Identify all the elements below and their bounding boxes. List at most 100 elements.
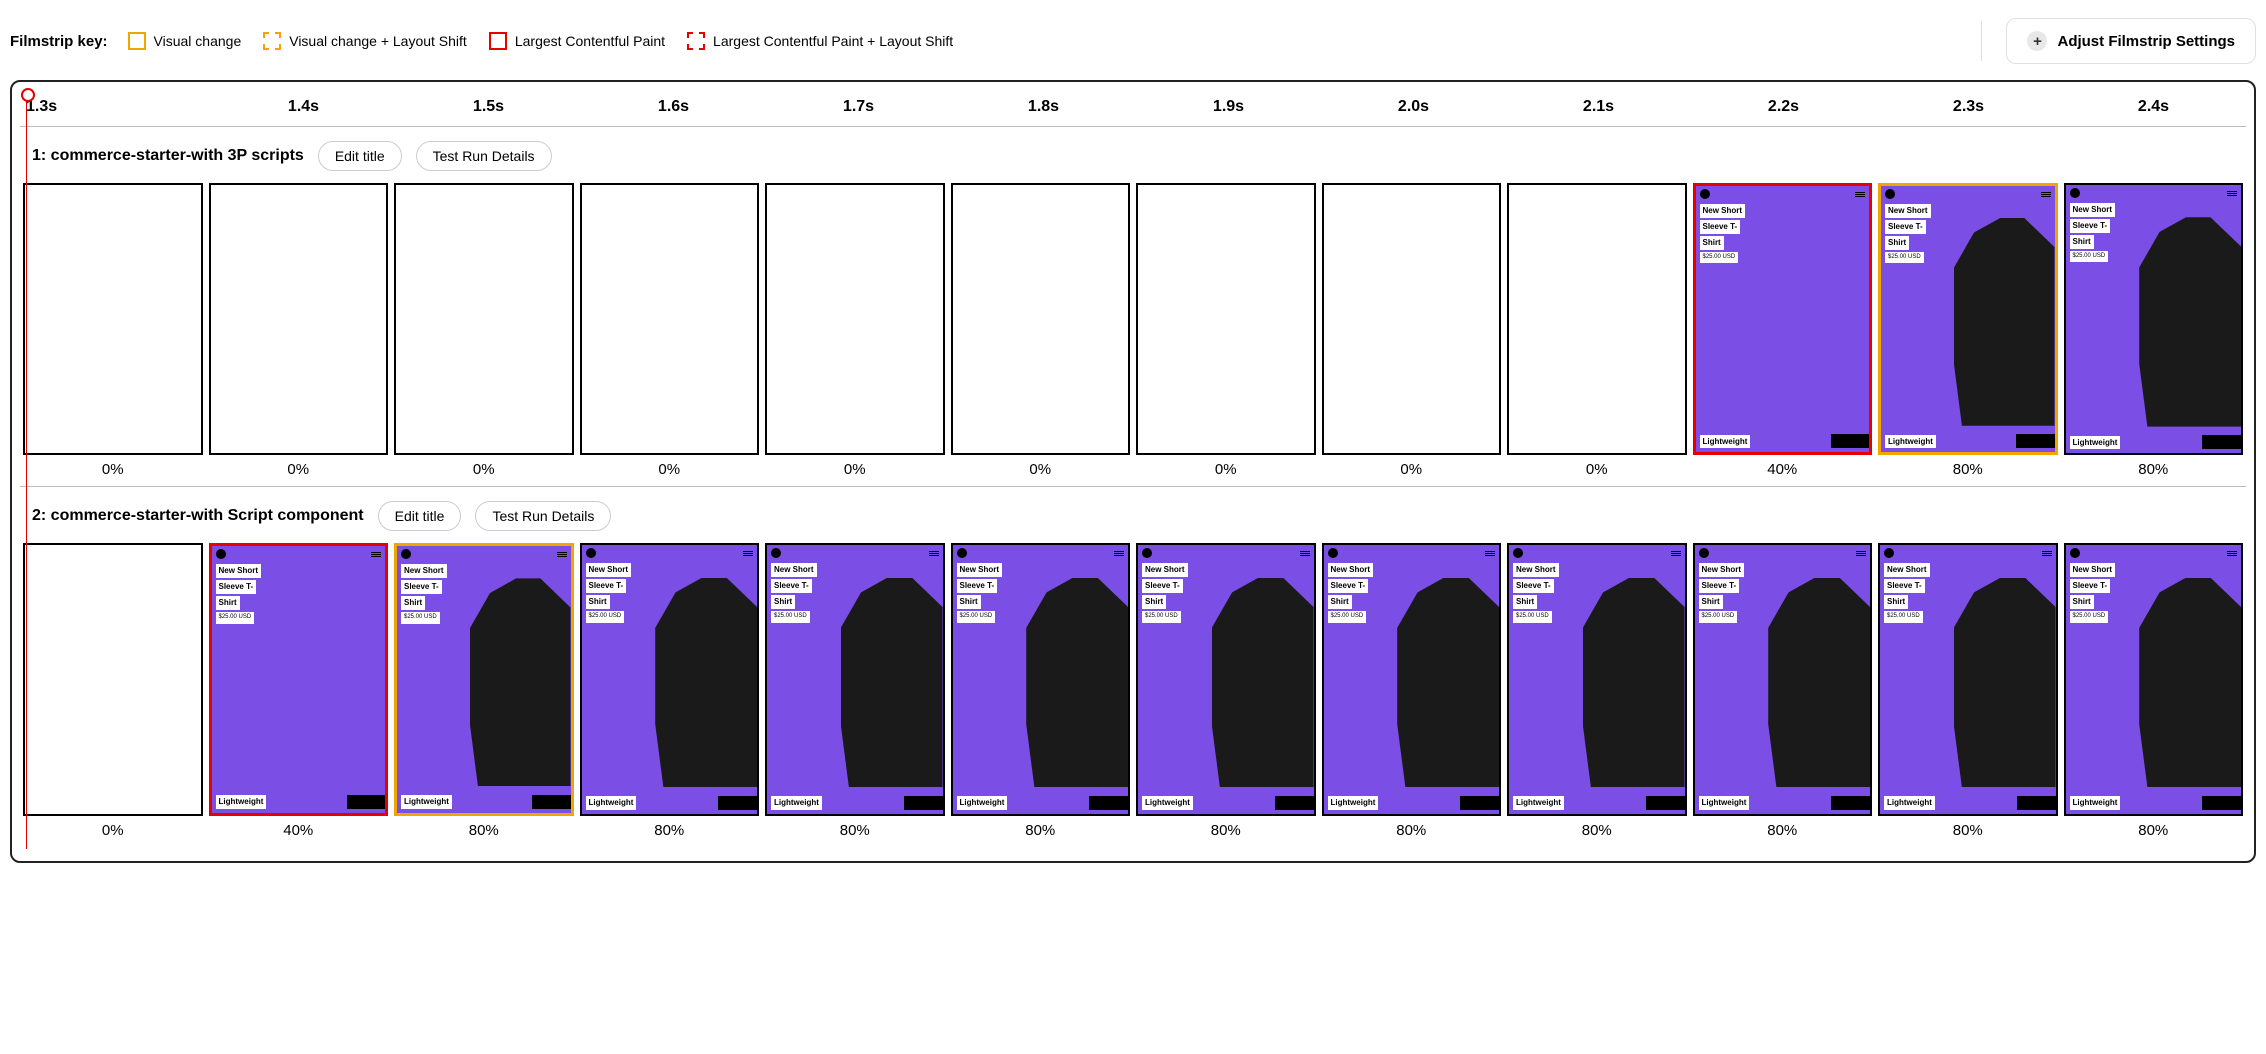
run-block: 1: commerce-starter-with 3P scriptsEdit … <box>20 127 2246 487</box>
filmstrip-thumbnail[interactable] <box>23 183 203 455</box>
visual-progress-percent: 0% <box>287 461 309 478</box>
filmstrip-toolbar: Filmstrip key: Visual changeVisual chang… <box>10 10 2256 80</box>
thumb-text: $25.00 USD <box>771 611 810 622</box>
plus-icon: + <box>2027 31 2047 51</box>
thumb-text: Lightweight <box>586 796 637 810</box>
filmstrip-thumbnail[interactable]: New ShortSleeve T-Shirt$25.00 USDLightwe… <box>1507 543 1687 815</box>
filmstrip-thumbnail[interactable]: New ShortSleeve T-Shirt$25.00 USDLightwe… <box>2064 543 2244 815</box>
logo-icon <box>1699 548 1709 558</box>
logo-icon <box>216 549 226 559</box>
frame: New ShortSleeve T-Shirt$25.00 USDLightwe… <box>762 543 948 838</box>
edit-title-button[interactable]: Edit title <box>318 141 402 171</box>
test-run-details-button[interactable]: Test Run Details <box>475 501 611 531</box>
menu-icon <box>1485 551 1495 556</box>
filmstrip-thumbnail[interactable]: New ShortSleeve T-Shirt$25.00 USDLightwe… <box>765 543 945 815</box>
visual-progress-percent: 80% <box>1953 461 1983 478</box>
legend-swatch <box>489 32 507 50</box>
time-tick: 1.5s <box>396 98 581 126</box>
menu-icon <box>1300 551 1310 556</box>
filmstrip-thumbnail[interactable] <box>1507 183 1687 455</box>
frame: New ShortSleeve T-Shirt$25.00 USDLightwe… <box>2061 183 2247 478</box>
filmstrip-thumbnail[interactable] <box>1322 183 1502 455</box>
menu-icon <box>1671 551 1681 556</box>
visual-progress-percent: 80% <box>1211 822 1241 839</box>
filmstrip-thumbnail[interactable] <box>765 183 945 455</box>
frame-row: 0%0%0%0%0%0%0%0%0%New ShortSleeve T-Shir… <box>20 183 2246 487</box>
thumb-text: Shirt <box>586 595 610 609</box>
filmstrip-thumbnail[interactable]: New ShortSleeve T-Shirt$25.00 USDLightwe… <box>951 543 1131 815</box>
thumb-text: Lightweight <box>1142 796 1193 810</box>
menu-icon <box>2227 191 2237 196</box>
thumb-text: Sleeve T- <box>771 579 812 593</box>
thumb-text: Shirt <box>1699 595 1723 609</box>
filmstrip-thumbnail[interactable]: New ShortSleeve T-Shirt$25.00 USDLightwe… <box>1693 183 1873 455</box>
thumb-text: $25.00 USD <box>1328 611 1367 622</box>
legend-swatch <box>687 32 705 50</box>
time-tick: 1.4s <box>211 98 396 126</box>
logo-icon <box>1142 548 1152 558</box>
thumb-text: Lightweight <box>216 795 267 809</box>
time-tick: 2.3s <box>1876 98 2061 126</box>
thumb-text: Sleeve T- <box>2070 219 2111 233</box>
time-tick: 1.3s <box>20 98 211 126</box>
edit-title-button[interactable]: Edit title <box>378 501 462 531</box>
filmstrip-thumbnail[interactable]: New ShortSleeve T-Shirt$25.00 USDLightwe… <box>2064 183 2244 455</box>
filmstrip-thumbnail[interactable]: New ShortSleeve T-Shirt$25.00 USDLightwe… <box>1136 543 1316 815</box>
filmstrip-thumbnail[interactable] <box>580 183 760 455</box>
playhead-marker[interactable] <box>26 94 27 849</box>
thumb-text: Sleeve T- <box>957 579 998 593</box>
thumb-text: $25.00 USD <box>1884 611 1923 622</box>
logo-icon <box>1513 548 1523 558</box>
filmstrip-thumbnail[interactable]: New ShortSleeve T-Shirt$25.00 USDLightwe… <box>209 543 389 815</box>
frame: New ShortSleeve T-Shirt$25.00 USDLightwe… <box>1133 543 1319 838</box>
logo-icon <box>957 548 967 558</box>
filmstrip-thumbnail[interactable] <box>23 543 203 815</box>
thumb-text: Sleeve T- <box>1142 579 1183 593</box>
frame: 0% <box>1133 183 1319 478</box>
thumb-text: Shirt <box>1513 595 1537 609</box>
frame: New ShortSleeve T-Shirt$25.00 USDLightwe… <box>1875 183 2061 478</box>
visual-progress-percent: 0% <box>473 461 495 478</box>
time-tick: 2.2s <box>1691 98 1876 126</box>
visual-progress-percent: 80% <box>1025 822 1055 839</box>
frame: New ShortSleeve T-Shirt$25.00 USDLightwe… <box>1690 543 1876 838</box>
thumb-text: $25.00 USD <box>401 612 440 623</box>
frame: 0% <box>577 183 763 478</box>
filmstrip-thumbnail[interactable]: New ShortSleeve T-Shirt$25.00 USDLightwe… <box>1878 543 2058 815</box>
toolbar-divider <box>1981 21 1982 61</box>
filmstrip-thumbnail[interactable] <box>209 183 389 455</box>
thumb-text: Shirt <box>771 595 795 609</box>
filmstrip-thumbnail[interactable]: New ShortSleeve T-Shirt$25.00 USDLightwe… <box>1322 543 1502 815</box>
logo-icon <box>1700 189 1710 199</box>
visual-progress-percent: 0% <box>102 461 124 478</box>
filmstrip-thumbnail[interactable] <box>951 183 1131 455</box>
settings-button-label: Adjust Filmstrip Settings <box>2057 33 2235 50</box>
thumb-text: New Short <box>1142 563 1188 577</box>
visual-progress-percent: 80% <box>469 822 499 839</box>
thumb-text: Shirt <box>2070 235 2094 249</box>
test-run-details-button[interactable]: Test Run Details <box>416 141 552 171</box>
thumb-text: New Short <box>1699 563 1745 577</box>
filmstrip-thumbnail[interactable]: New ShortSleeve T-Shirt$25.00 USDLightwe… <box>1878 183 2058 455</box>
filmstrip-thumbnail[interactable] <box>1136 183 1316 455</box>
time-tick: 1.9s <box>1136 98 1321 126</box>
visual-progress-percent: 0% <box>658 461 680 478</box>
visual-progress-percent: 80% <box>654 822 684 839</box>
time-tick: 2.4s <box>2061 98 2246 126</box>
filmstrip-thumbnail[interactable] <box>394 183 574 455</box>
filmstrip-container: 1.3s1.4s1.5s1.6s1.7s1.8s1.9s2.0s2.1s2.2s… <box>10 80 2256 863</box>
legend-swatch <box>128 32 146 50</box>
thumb-text: Lightweight <box>2070 796 2121 810</box>
logo-icon <box>1885 189 1895 199</box>
visual-progress-percent: 40% <box>1767 461 1797 478</box>
filmstrip-thumbnail[interactable]: New ShortSleeve T-Shirt$25.00 USDLightwe… <box>1693 543 1873 815</box>
filmstrip-thumbnail[interactable]: New ShortSleeve T-Shirt$25.00 USDLightwe… <box>580 543 760 815</box>
menu-icon <box>2227 551 2237 556</box>
frame: 0% <box>206 183 392 478</box>
filmstrip-thumbnail[interactable]: New ShortSleeve T-Shirt$25.00 USDLightwe… <box>394 543 574 815</box>
adjust-filmstrip-settings-button[interactable]: + Adjust Filmstrip Settings <box>2006 18 2256 64</box>
visual-progress-percent: 40% <box>283 822 313 839</box>
thumb-text: $25.00 USD <box>1885 252 1924 263</box>
menu-icon <box>2041 192 2051 197</box>
thumb-text: Lightweight <box>1699 796 1750 810</box>
